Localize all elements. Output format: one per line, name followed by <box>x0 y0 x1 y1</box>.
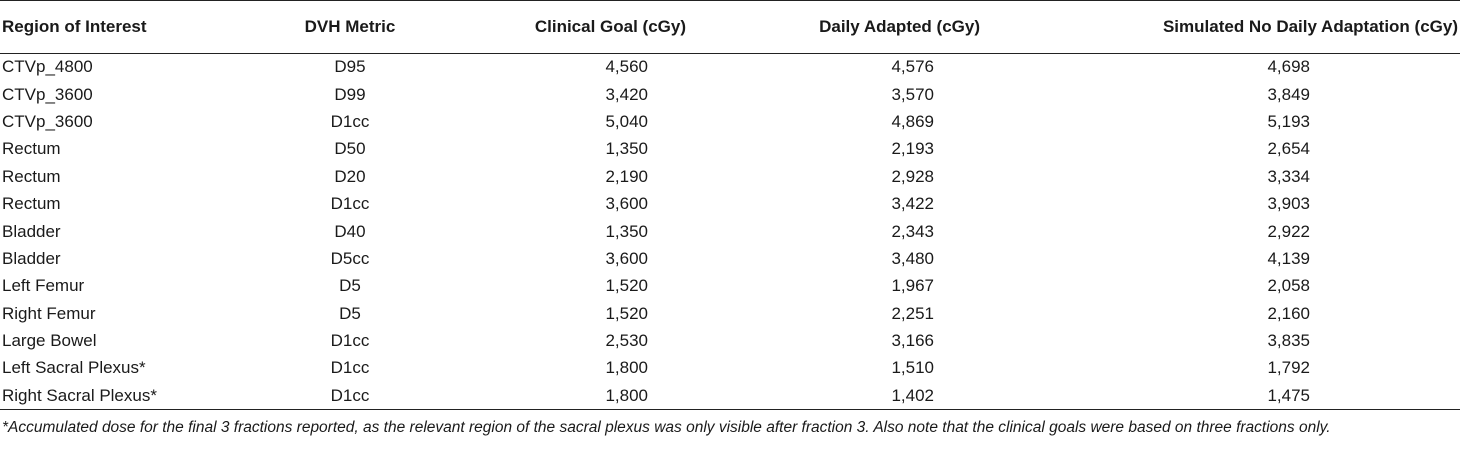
cell-simulated: 2,922 <box>1267 221 1310 241</box>
cell-clinical-goal: 1,520 <box>605 276 648 296</box>
table-row: Right Sacral Plexus* D1cc 1,800 1,402 1,475 <box>0 382 1460 410</box>
cell-region: Rectum <box>2 139 61 159</box>
table-row: Left Sacral Plexus* D1cc 1,800 1,510 1,792 <box>0 355 1460 382</box>
table-row: CTVp_3600 D1cc 5,040 4,869 5,193 <box>0 108 1460 135</box>
cell-region: Left Sacral Plexus* <box>2 358 146 378</box>
cell-clinical-goal: 2,530 <box>605 331 648 351</box>
header-dvh-metric: DVH Metric <box>304 17 396 36</box>
cell-region: Left Femur <box>2 276 85 296</box>
cell-simulated: 1,475 <box>1267 385 1310 405</box>
cell-daily-adapted: 1,402 <box>891 385 934 405</box>
cell-dvh-metric: D1cc <box>330 194 370 214</box>
header-region: Region of Interest <box>2 17 147 36</box>
cell-simulated: 2,058 <box>1267 276 1310 296</box>
cell-region: Rectum <box>2 166 61 186</box>
cell-clinical-goal: 1,520 <box>605 303 648 323</box>
table-row: Rectum D50 1,350 2,193 2,654 <box>0 136 1460 163</box>
cell-simulated: 1,792 <box>1267 358 1310 378</box>
cell-dvh-metric: D5cc <box>330 248 370 268</box>
header-clinical-goal: Clinical Goal (cGy) <box>534 17 686 36</box>
table-row: Left Femur D5 1,520 1,967 2,058 <box>0 273 1460 300</box>
cell-region: Rectum <box>2 194 61 214</box>
cell-clinical-goal: 3,600 <box>605 194 648 214</box>
cell-dvh-metric: D99 <box>334 84 366 104</box>
cell-region: Bladder <box>2 248 61 268</box>
cell-daily-adapted: 3,422 <box>891 194 934 214</box>
cell-daily-adapted: 1,967 <box>891 276 934 296</box>
cell-region: Right Femur <box>2 303 96 323</box>
header-row: Region of Interest DVH Metric Clinical G… <box>0 0 1460 54</box>
cell-region: CTVp_3600 <box>2 111 93 131</box>
table-row: Rectum D1cc 3,600 3,422 3,903 <box>0 190 1460 217</box>
header-daily-adapted: Daily Adapted (cGy) <box>819 17 980 36</box>
cell-region: Right Sacral Plexus* <box>2 385 157 405</box>
cell-region: Large Bowel <box>2 331 97 351</box>
cell-dvh-metric: D50 <box>334 139 366 159</box>
cell-dvh-metric: D1cc <box>330 385 370 405</box>
cell-region: CTVp_3600 <box>2 84 93 104</box>
cell-simulated: 4,698 <box>1267 57 1310 77</box>
cell-dvh-metric: D20 <box>334 166 366 186</box>
cell-simulated: 3,835 <box>1267 331 1310 351</box>
cell-simulated: 2,160 <box>1267 303 1310 323</box>
cell-dvh-metric: D1cc <box>330 331 370 351</box>
table-row: Right Femur D5 1,520 2,251 2,160 <box>0 300 1460 327</box>
cell-simulated: 5,193 <box>1267 111 1310 131</box>
cell-simulated: 3,334 <box>1267 166 1310 186</box>
cell-simulated: 3,849 <box>1267 84 1310 104</box>
header-simulated: Simulated No Daily Adaptation (cGy) <box>1162 17 1458 36</box>
cell-daily-adapted: 2,251 <box>891 303 934 323</box>
table-footnote: *Accumulated dose for the final 3 fracti… <box>2 419 1331 437</box>
table-row: CTVp_3600 D99 3,420 3,570 3,849 <box>0 81 1460 108</box>
cell-daily-adapted: 3,166 <box>891 331 934 351</box>
cell-clinical-goal: 4,560 <box>605 57 648 77</box>
cell-clinical-goal: 1,800 <box>605 385 648 405</box>
table-body: CTVp_4800 D95 4,560 4,576 4,698 CTVp_3600 D99 3… <box>0 54 1460 410</box>
cell-dvh-metric: D95 <box>334 57 366 77</box>
cell-daily-adapted: 1,510 <box>891 358 934 378</box>
cell-dvh-metric: D1cc <box>330 358 370 378</box>
cell-simulated: 4,139 <box>1267 248 1310 268</box>
table-row: Large Bowel D1cc 2,530 3,166 3,835 <box>0 327 1460 354</box>
cell-dvh-metric: D40 <box>334 221 366 241</box>
cell-daily-adapted: 2,928 <box>891 166 934 186</box>
cell-daily-adapted: 3,480 <box>891 248 934 268</box>
cell-dvh-metric: D5 <box>339 276 361 296</box>
cell-clinical-goal: 5,040 <box>605 111 648 131</box>
cell-dvh-metric: D5 <box>339 303 361 323</box>
table-row: Bladder D40 1,350 2,343 2,922 <box>0 218 1460 245</box>
cell-daily-adapted: 4,576 <box>891 57 934 77</box>
table-row: Bladder D5cc 3,600 3,480 4,139 <box>0 245 1460 272</box>
cell-daily-adapted: 3,570 <box>891 84 934 104</box>
cell-clinical-goal: 1,350 <box>605 221 648 241</box>
cell-simulated: 3,903 <box>1267 194 1310 214</box>
cell-dvh-metric: D1cc <box>330 111 370 131</box>
cell-daily-adapted: 2,343 <box>891 221 934 241</box>
cell-clinical-goal: 2,190 <box>605 166 648 186</box>
cell-region: Bladder <box>2 221 61 241</box>
cell-clinical-goal: 1,350 <box>605 139 648 159</box>
cell-simulated: 2,654 <box>1267 139 1310 159</box>
cell-region: CTVp_4800 <box>2 57 93 77</box>
cell-clinical-goal: 3,600 <box>605 248 648 268</box>
table-row: Rectum D20 2,190 2,928 3,334 <box>0 163 1460 190</box>
cell-daily-adapted: 2,193 <box>891 139 934 159</box>
table-row: CTVp_4800 D95 4,560 4,576 4,698 <box>0 54 1460 81</box>
dose-table: Region of Interest DVH Metric Clinical G… <box>0 0 1460 410</box>
cell-clinical-goal: 3,420 <box>605 84 648 104</box>
cell-clinical-goal: 1,800 <box>605 358 648 378</box>
cell-daily-adapted: 4,869 <box>891 111 934 131</box>
